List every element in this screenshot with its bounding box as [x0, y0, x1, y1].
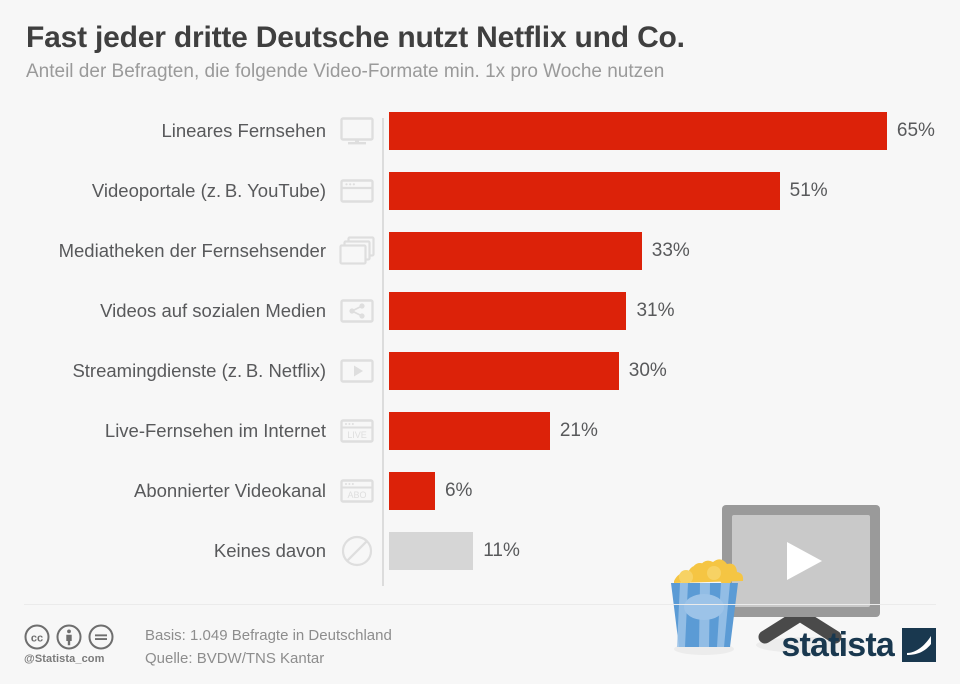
bar-category-label: Videoportale (z. B. YouTube): [91, 180, 326, 201]
bar-category-label: Videos auf sozialen Medien: [100, 300, 326, 321]
chart-header: Fast jeder dritte Deutsche nutzt Netflix…: [26, 18, 926, 86]
bar: [389, 412, 550, 450]
svg-text:cc: cc: [31, 633, 43, 645]
bar-category-label: Mediatheken der Fernsehsender: [58, 240, 326, 261]
svg-text:ABO: ABO: [347, 490, 366, 500]
tv-icon: [338, 116, 376, 146]
share-icon: [338, 296, 376, 326]
bar: [389, 292, 627, 330]
chart-axis-line: [382, 118, 384, 586]
cc-icons: cc: [24, 624, 124, 650]
cc-license-icon: cc: [24, 624, 50, 650]
bar: [389, 352, 619, 390]
bar: [389, 532, 474, 570]
cc-no-derivatives-icon: [88, 624, 114, 650]
chart-footer: cc @Statista_com Basis: 1.049 Befragte i…: [0, 612, 960, 684]
abo-browser-icon: ABO: [338, 476, 376, 506]
bar-category-label: Streamingdienste (z. B. Netflix): [72, 360, 326, 381]
footer-source: Quelle: BVDW/TNS Kantar: [145, 650, 325, 667]
footer-basis: Basis: 1.049 Befragte in Deutschland: [145, 627, 392, 644]
bar-row: Mediatheken der Fernsehsender 33%: [0, 232, 960, 292]
bar-row: Videos auf sozialen Medien 31%: [0, 292, 960, 352]
stacked-windows-icon: [338, 236, 376, 266]
browser-window-icon: [338, 176, 376, 206]
bar-row: Videoportale (z. B. YouTube) 51%: [0, 172, 960, 232]
bar: [389, 112, 887, 150]
page-subtitle: Anteil der Befragten, die folgende Video…: [26, 61, 665, 82]
bar-value-label: 65%: [896, 120, 935, 141]
footer-divider: [24, 604, 936, 605]
bar-value-label: 30%: [628, 360, 667, 381]
bar-value-label: 31%: [636, 300, 675, 321]
bar-value-label: 6%: [444, 480, 473, 501]
statista-mark-icon: [902, 628, 936, 662]
bar-value-label: 11%: [483, 540, 520, 561]
svg-text:LIVE: LIVE: [347, 430, 367, 440]
creative-commons-block: cc @Statista_com: [24, 624, 124, 665]
bar-category-label: Abonnierter Videokanal: [134, 480, 326, 501]
bar-category-label: Keines davon: [213, 540, 326, 561]
statista-wordmark: statista: [781, 626, 894, 664]
bar-row: Keines davon 11%: [0, 532, 960, 592]
bar-category-label: Live-Fernsehen im Internet: [104, 420, 326, 441]
footer-notes: Basis: 1.049 Befragte in Deutschland Que…: [145, 624, 392, 670]
bar-row: Lineares Fernsehen 65%: [0, 112, 960, 172]
cc-attribution-icon: [56, 624, 82, 650]
statista-handle: @Statista_com: [24, 653, 105, 665]
page-title: Fast jeder dritte Deutsche nutzt Netflix…: [26, 21, 685, 54]
play-box-icon: [338, 356, 376, 386]
statista-logo: statista: [781, 628, 936, 662]
bar: [389, 232, 642, 270]
bar-value-label: 21%: [559, 420, 598, 441]
bar-value-label: 33%: [651, 240, 690, 261]
bar: [389, 172, 780, 210]
bar-value-label: 51%: [789, 180, 828, 201]
bar-category-label: Lineares Fernsehen: [161, 120, 326, 141]
live-browser-icon: LIVE: [338, 416, 376, 446]
bar-row: Live-Fernsehen im Internet LIVE 21%: [0, 412, 960, 472]
bar-chart: Lineares Fernsehen 65% Videoportale (z. B…: [0, 112, 960, 655]
no-entry-icon: [338, 535, 376, 567]
bar: [389, 472, 435, 510]
bar-row: Streamingdienste (z. B. Netflix) 30%: [0, 352, 960, 412]
bar-row: Abonnierter Videokanal ABO 6%: [0, 472, 960, 532]
